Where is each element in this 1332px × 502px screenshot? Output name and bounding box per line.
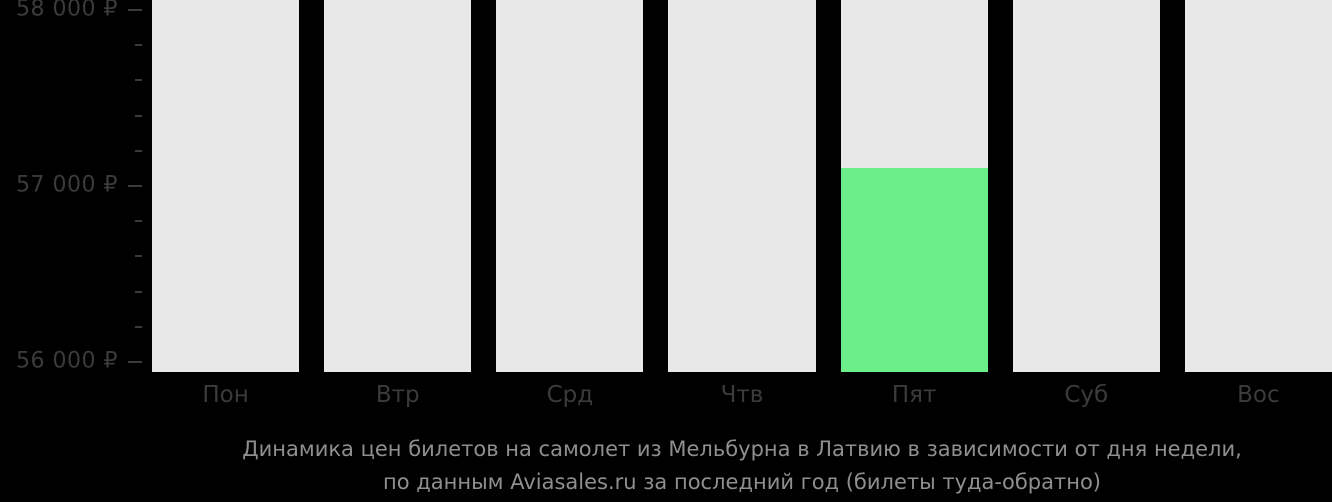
tick-mark	[128, 9, 142, 11]
tick-mark	[135, 255, 142, 258]
x-axis-label: Чтв	[720, 382, 764, 408]
tick-mark	[135, 325, 142, 328]
tick-mark	[128, 361, 142, 363]
bar-column	[840, 0, 988, 372]
bar-column	[152, 0, 300, 372]
tick-mark	[135, 79, 142, 82]
x-axis-label: Пон	[202, 382, 249, 408]
bar-column	[668, 0, 816, 372]
chart-caption: Динамика цен билетов на самолет из Мельб…	[152, 433, 1332, 499]
tick-mark	[135, 220, 142, 223]
caption-line-1: Динамика цен билетов на самолет из Мельб…	[242, 437, 1242, 461]
y-tick-label: 56 000 ₽	[16, 348, 118, 374]
bar-column	[1012, 0, 1160, 372]
bar-column	[496, 0, 644, 372]
tick-mark	[135, 114, 142, 117]
x-axis-label: Пят	[891, 382, 937, 408]
y-tick-label: 58 000 ₽	[16, 0, 118, 22]
tick-mark	[135, 149, 142, 152]
plot-area	[152, 0, 1332, 372]
bar-value-fill	[840, 168, 988, 372]
x-axis-label: Срд	[546, 382, 594, 408]
x-axis: Пон Втр Срд Чтв Пят Суб Вос	[152, 372, 1332, 408]
y-tick-label: 57 000 ₽	[16, 172, 118, 198]
y-axis: 58 000 ₽ 57 000 ₽ 56 000 ₽	[0, 0, 152, 374]
bar-column	[1184, 0, 1332, 372]
caption-line-2: по данным Aviasales.ru за последний год …	[383, 470, 1101, 494]
x-axis-label: Вос	[1237, 382, 1280, 408]
bar-column	[324, 0, 472, 372]
tick-mark	[128, 185, 142, 187]
tick-mark	[135, 44, 142, 47]
x-axis-label: Суб	[1064, 382, 1109, 408]
x-axis-label: Втр	[375, 382, 420, 408]
tick-mark	[135, 290, 142, 293]
